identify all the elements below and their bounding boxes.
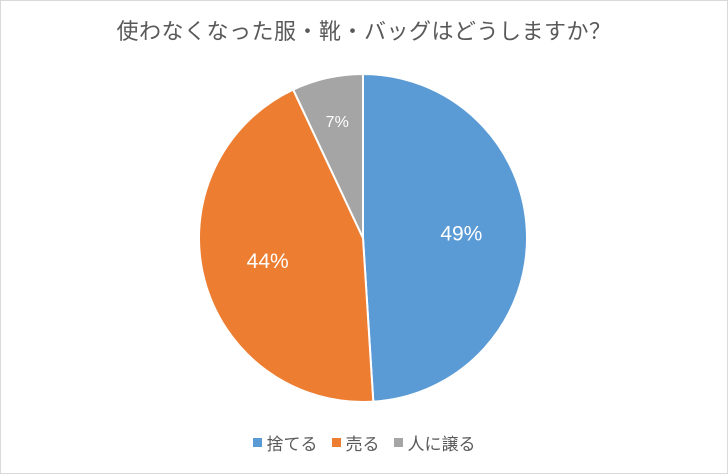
pie-slice-yuzuru <box>291 72 364 239</box>
legend-item-yuzuru: 人に譲る <box>393 430 476 455</box>
data-label-yuzuru: 7% <box>326 114 349 131</box>
legend-label: 捨てる <box>266 435 318 455</box>
pie-slice-sute <box>362 72 528 403</box>
chart-title: 使わなくなった服・靴・バッグはどうしますか？ <box>116 20 612 45</box>
legend-item-uru: 売る <box>331 430 380 455</box>
legend-item-sute: 捨てる <box>252 430 318 455</box>
legend-swatch <box>331 438 341 447</box>
legend: 捨てる 売る 人に譲る <box>0 430 728 455</box>
legend-swatch <box>393 438 403 447</box>
data-label-uru: 44% <box>247 250 289 273</box>
legend-swatch <box>252 438 262 447</box>
legend-label: 人に譲る <box>407 435 476 455</box>
legend-label: 売る <box>345 435 380 455</box>
data-label-sute: 49% <box>440 222 482 245</box>
